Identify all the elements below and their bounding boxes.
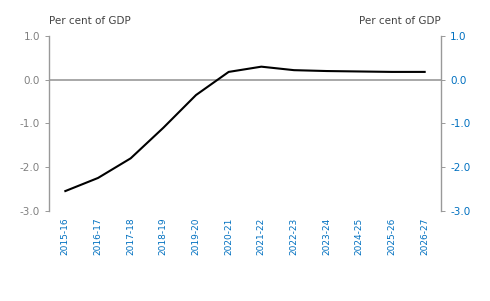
Text: Per cent of GDP: Per cent of GDP (49, 16, 131, 26)
Text: Per cent of GDP: Per cent of GDP (359, 16, 441, 26)
